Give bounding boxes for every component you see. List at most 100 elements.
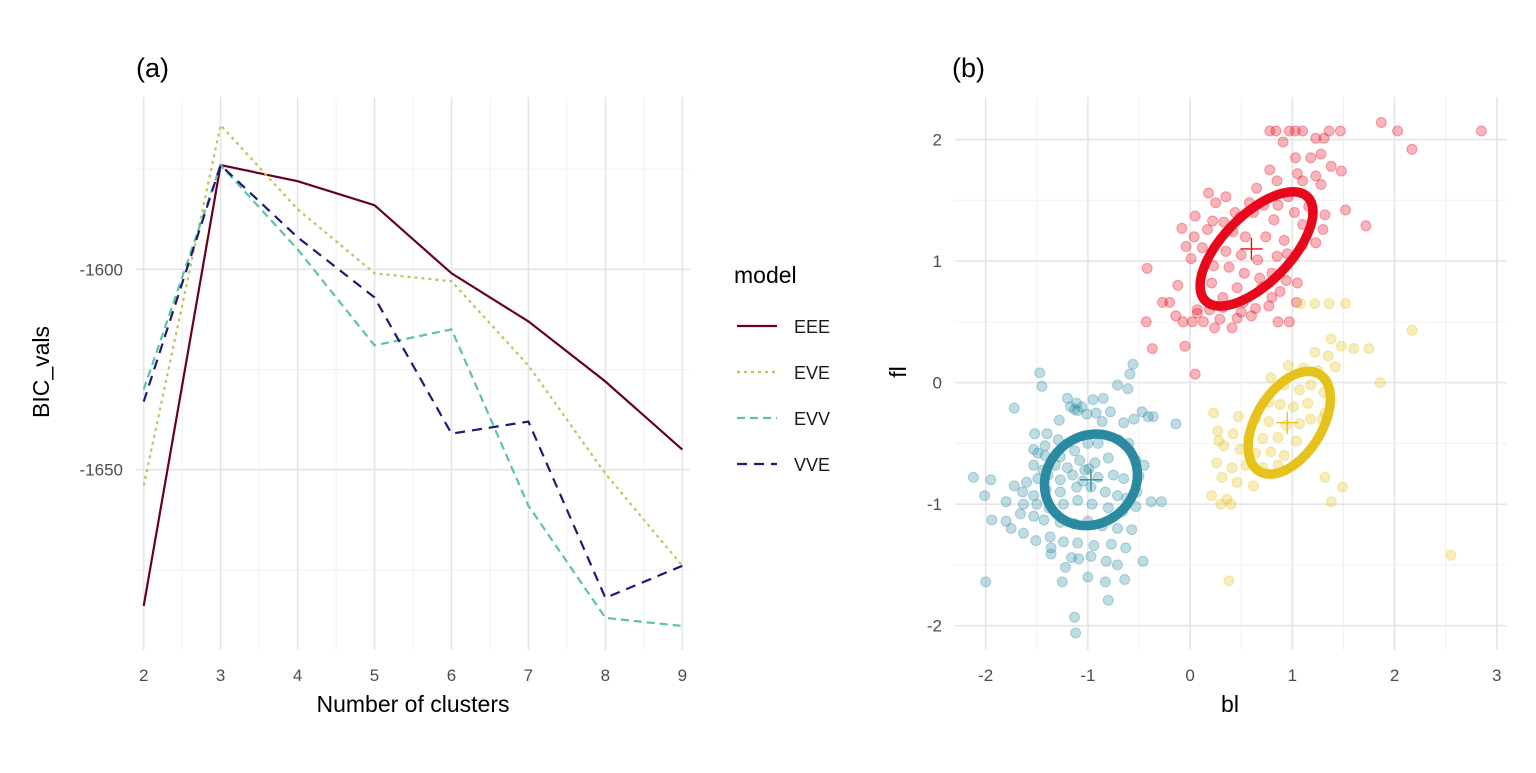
scatter-point bbox=[1054, 486, 1066, 498]
scatter-point bbox=[1032, 447, 1044, 459]
scatter-point bbox=[1265, 446, 1277, 458]
scatter-point bbox=[1305, 152, 1317, 164]
panel-b-tag: (b) bbox=[952, 53, 985, 83]
ellipse-point bbox=[1305, 196, 1316, 206]
scatter-point bbox=[1315, 148, 1327, 160]
scatter-point bbox=[1203, 187, 1214, 199]
scatter-point bbox=[1126, 524, 1138, 536]
scatter-point bbox=[1066, 552, 1077, 564]
scatter-point bbox=[1053, 414, 1065, 426]
legend-label-evv: EVV bbox=[794, 409, 830, 429]
scatter-point bbox=[1170, 418, 1182, 430]
scatter-point bbox=[1225, 498, 1237, 510]
scatter-point bbox=[1186, 316, 1198, 328]
scatter-point bbox=[1057, 498, 1069, 510]
series-line-vve bbox=[142, 163, 683, 600]
panel-b-y-axis-title: fl bbox=[885, 366, 911, 378]
panel-a-x-tick-label: 3 bbox=[216, 666, 225, 685]
series-line-eee bbox=[142, 163, 684, 607]
panel-a-x-ticks: 2 3 4 5 6 7 8 9 bbox=[139, 666, 687, 685]
scatter-point bbox=[1251, 182, 1263, 194]
panel-b-x-tick-label: -1 bbox=[1080, 666, 1095, 685]
scatter-point bbox=[1039, 440, 1051, 452]
scatter-point bbox=[1318, 132, 1330, 144]
scatter-point bbox=[1034, 367, 1046, 379]
scatter-point bbox=[1000, 515, 1012, 527]
scatter-point bbox=[1082, 571, 1094, 583]
scatter-point bbox=[1260, 231, 1272, 243]
scatter-point bbox=[1170, 310, 1182, 322]
panel-a-grid bbox=[136, 97, 690, 650]
scatter-point bbox=[1156, 496, 1167, 508]
legend-label-vve: VVE bbox=[794, 455, 830, 475]
panel-a-y-tick-label: -1600 bbox=[80, 260, 123, 279]
scatter-point bbox=[1271, 175, 1283, 187]
scatter-point bbox=[1220, 245, 1232, 257]
scatter-point bbox=[1086, 498, 1098, 510]
scatter-point bbox=[1191, 304, 1203, 316]
scatter-point bbox=[1239, 231, 1251, 243]
panel-a-series bbox=[142, 122, 684, 628]
scatter-point bbox=[1202, 224, 1213, 235]
legend: model EEE EVE EVV VVE bbox=[734, 262, 830, 475]
scatter-point bbox=[1189, 210, 1201, 222]
scatter-point bbox=[1325, 333, 1337, 345]
panel-b-points bbox=[967, 117, 1487, 639]
scatter-point bbox=[1268, 214, 1280, 226]
scatter-point bbox=[1092, 471, 1104, 483]
scatter-point bbox=[1226, 462, 1238, 474]
scatter-point bbox=[1087, 394, 1099, 406]
scatter-point bbox=[1264, 125, 1276, 137]
scatter-point bbox=[1031, 498, 1043, 510]
scatter-point bbox=[1210, 197, 1222, 209]
scatter-point bbox=[1128, 413, 1140, 425]
scatter-point bbox=[1309, 346, 1321, 358]
scatter-point bbox=[1310, 170, 1322, 182]
scatter-point bbox=[1119, 574, 1131, 585]
scatter-point bbox=[1323, 298, 1335, 310]
scatter-point bbox=[1146, 343, 1158, 355]
panel-a-tag: (a) bbox=[136, 53, 169, 83]
scatter-point bbox=[1374, 377, 1386, 389]
scatter-point bbox=[1136, 406, 1148, 418]
scatter-point bbox=[1319, 209, 1331, 221]
panel-b-y-tick-label: -1 bbox=[927, 495, 942, 514]
panel-b-scatter-chart: (b) -2 -1 0 1 2 3 -2 -1 0 1 2 bl fl bbox=[885, 53, 1507, 717]
scatter-point bbox=[1120, 542, 1132, 554]
scatter-point bbox=[1325, 160, 1337, 172]
scatter-point bbox=[1272, 431, 1284, 443]
scatter-point bbox=[1254, 272, 1266, 284]
legend-label-eve: EVE bbox=[794, 363, 830, 383]
scatter-point bbox=[1096, 416, 1108, 427]
scatter-point bbox=[1257, 433, 1269, 444]
scatter-point bbox=[1266, 292, 1278, 303]
scatter-point bbox=[1069, 611, 1081, 623]
scatter-point bbox=[1295, 298, 1306, 310]
panel-a-x-tick-label: 6 bbox=[447, 666, 456, 685]
scatter-point bbox=[1294, 418, 1305, 430]
panel-b-y-tick-label: 2 bbox=[933, 131, 942, 150]
scatter-point bbox=[1235, 306, 1247, 318]
scatter-point bbox=[1310, 237, 1322, 249]
scatter-point bbox=[1088, 540, 1100, 551]
scatter-point bbox=[1030, 535, 1042, 547]
scatter-point bbox=[1076, 401, 1088, 413]
legend-title: model bbox=[734, 262, 797, 288]
scatter-point bbox=[1309, 298, 1321, 310]
panel-b-y-tick-label: 0 bbox=[933, 374, 942, 393]
scatter-point bbox=[1089, 457, 1101, 469]
scatter-point bbox=[1231, 282, 1243, 294]
scatter-point bbox=[1067, 469, 1079, 481]
series-line-evv bbox=[142, 162, 683, 628]
scatter-point bbox=[1270, 125, 1282, 137]
scatter-point bbox=[1220, 191, 1232, 203]
scatter-point bbox=[1059, 561, 1071, 573]
scatter-point bbox=[1302, 397, 1314, 409]
scatter-point bbox=[1340, 204, 1351, 216]
scatter-point bbox=[1212, 425, 1224, 437]
panel-a-x-tick-label: 8 bbox=[601, 666, 610, 685]
scatter-point bbox=[1118, 473, 1130, 485]
scatter-point bbox=[1008, 480, 1020, 492]
scatter-point bbox=[1221, 493, 1233, 505]
